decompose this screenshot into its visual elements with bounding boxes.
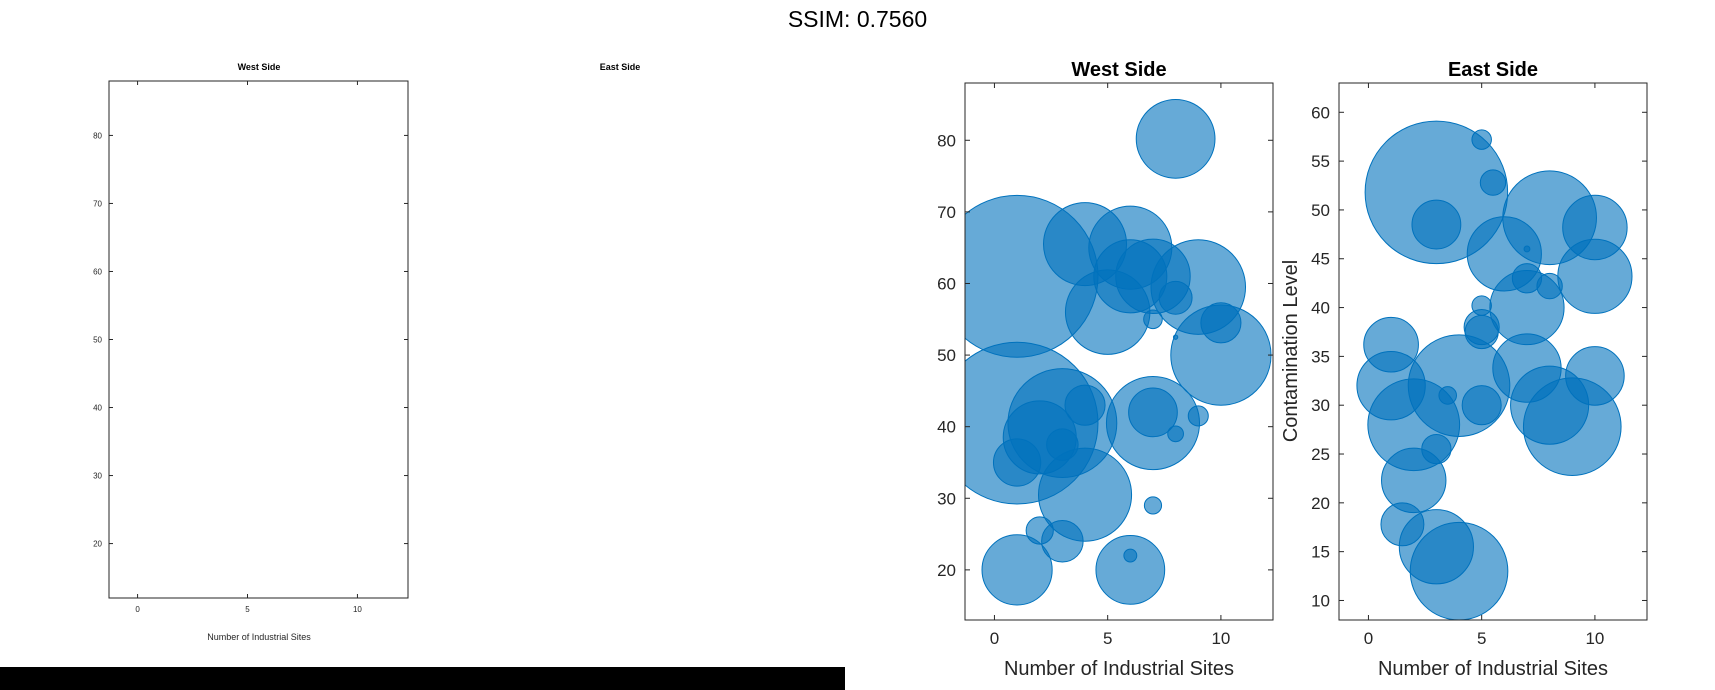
east-ytick-label: 45: [1311, 250, 1330, 269]
west-bubble: [1143, 496, 1163, 515]
west-bubble: [981, 534, 1053, 606]
left-west-ytick-label: 50: [93, 336, 102, 345]
east-bubble: [1409, 521, 1509, 620]
west-xtick-label: 5: [1103, 629, 1112, 648]
left-west-xtick-label: 10: [353, 605, 362, 614]
east-bubble: [1557, 238, 1633, 314]
east-xtick-label: 0: [1364, 629, 1373, 648]
left-west-axes: West Side 0 5 10 20 30 40 50 60 70 80 Number of I…: [93, 62, 409, 642]
west-bubble: [992, 438, 1042, 487]
left-west-ytick-label: 80: [93, 131, 102, 140]
left-west-ytick-label: 60: [93, 267, 102, 276]
east-bubble: [1461, 385, 1502, 426]
west-bubble: [1158, 280, 1193, 315]
east-ytick-label: 35: [1311, 347, 1330, 366]
west-bubble: [1143, 309, 1163, 330]
east-ytick-label: 10: [1311, 591, 1330, 610]
west-title: West Side: [1071, 59, 1166, 81]
west-ticks: 0 5 10 20 30 40 50 60 70 80: [937, 83, 1273, 648]
west-ytick-label: 30: [937, 489, 956, 508]
left-east-axes: East Side: [600, 62, 641, 72]
east-bubbles: [1356, 120, 1633, 620]
east-ytick-label: 40: [1311, 299, 1330, 318]
west-bubble: [1064, 384, 1106, 426]
east-ytick-label: 30: [1311, 396, 1330, 415]
east-ticks: 0 5 10 10 15 20 25 30 35 40 45 50 55 60: [1311, 83, 1647, 648]
east-ytick-label: 55: [1311, 152, 1330, 171]
left-west-plot-box: [108, 80, 409, 599]
west-bubble: [1037, 447, 1133, 542]
east-bubble: [1381, 447, 1447, 514]
left-west-xlabel: Number of Industrial Sites: [207, 632, 311, 642]
west-xtick-label: 0: [990, 629, 999, 648]
east-ytick-label: 15: [1311, 543, 1330, 562]
west-axes: West Side 0 5 10 20 30 40 50 60 70 80 Number of I…: [937, 59, 1274, 680]
east-xtick-label: 10: [1585, 629, 1604, 648]
west-bubble: [1167, 425, 1184, 443]
left-west-ticks: 0 5 10 20 30 40 50 60 70 80: [93, 81, 408, 614]
east-xtick-label: 5: [1477, 629, 1486, 648]
left-west-xtick-label: 0: [135, 605, 140, 614]
west-bubble: [1135, 98, 1216, 179]
east-bubble: [1411, 199, 1462, 250]
west-bubble: [1095, 535, 1166, 605]
left-east-title: East Side: [600, 62, 641, 72]
west-xlabel: Number of Industrial Sites: [1004, 658, 1234, 680]
west-xtick-label: 10: [1211, 629, 1230, 648]
east-xlabel: Number of Industrial Sites: [1378, 658, 1608, 680]
west-bubble: [1041, 519, 1084, 563]
west-ytick-label: 70: [937, 203, 956, 222]
west-ytick-label: 50: [937, 346, 956, 365]
west-bubble: [1105, 376, 1201, 471]
east-ylabel: Contamination Level: [1280, 260, 1302, 442]
east-ytick-label: 20: [1311, 494, 1330, 513]
east-axes: East Side 0 5 10 10 15 20 25 30 35 40 45 50 55 60 Num…: [1280, 59, 1648, 680]
east-ytick-label: 25: [1311, 445, 1330, 464]
left-west-ytick-label: 70: [93, 199, 102, 208]
east-plot-box: [1338, 82, 1648, 621]
black-bar: [0, 667, 845, 690]
left-west-ytick-label: 20: [93, 540, 102, 549]
east-bubble: [1522, 377, 1622, 476]
west-bubbles: [965, 98, 1272, 606]
west-bubble: [1172, 334, 1179, 340]
east-bubble: [1364, 120, 1509, 265]
west-plot-box: [964, 82, 1274, 621]
left-west-ytick-label: 30: [93, 472, 102, 481]
left-west-title: West Side: [238, 62, 281, 72]
west-ytick-label: 80: [937, 131, 956, 150]
left-west-xtick-label: 5: [245, 605, 250, 614]
east-title: East Side: [1448, 59, 1538, 81]
west-bubble: [1064, 269, 1151, 355]
west-ytick-label: 20: [937, 561, 956, 580]
west-bubble: [1187, 405, 1209, 427]
west-ytick-label: 40: [937, 418, 956, 437]
figure-title: SSIM: 0.7560: [787, 6, 928, 32]
west-ytick-label: 60: [937, 274, 956, 293]
east-ytick-label: 50: [1311, 201, 1330, 220]
east-ytick-label: 60: [1311, 103, 1330, 122]
east-bubble: [1523, 245, 1531, 253]
left-west-ytick-label: 40: [93, 404, 102, 413]
